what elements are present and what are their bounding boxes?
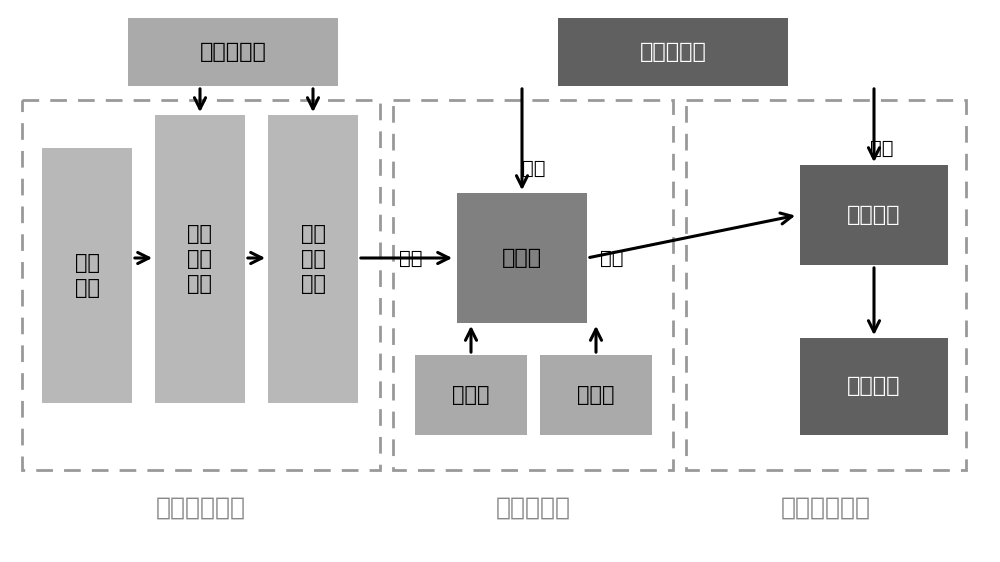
Text: 钻头注射: 钻头注射: [847, 377, 901, 397]
Text: 菌剂配置系统: 菌剂配置系统: [156, 496, 246, 520]
Text: 直推注射系统: 直推注射系统: [781, 496, 871, 520]
Text: 液压: 液压: [522, 158, 546, 178]
Text: 菌剂
溶解
稀释: 菌剂 溶解 稀释: [188, 224, 212, 294]
Text: 复合
菌桶: 复合 菌桶: [74, 253, 100, 298]
Text: 菌剂
暂存
容器: 菌剂 暂存 容器: [300, 224, 326, 294]
Bar: [42, 148, 132, 403]
Text: 注射泵: 注射泵: [502, 248, 542, 268]
Bar: [800, 338, 948, 435]
Text: 进口: 进口: [400, 248, 423, 268]
Text: 调压阀: 调压阀: [452, 385, 490, 405]
Bar: [393, 100, 673, 470]
Text: 菌剂搅拌机: 菌剂搅拌机: [200, 42, 266, 62]
Text: 出口: 出口: [600, 248, 624, 268]
Bar: [128, 18, 338, 86]
Text: 流量计: 流量计: [577, 385, 615, 405]
Text: 直推式钻机: 直推式钻机: [640, 42, 706, 62]
Text: 注射泵系统: 注射泵系统: [496, 496, 570, 520]
Bar: [268, 115, 358, 403]
Bar: [558, 18, 788, 86]
Bar: [800, 165, 948, 265]
Bar: [155, 115, 245, 403]
Bar: [686, 100, 966, 470]
Bar: [540, 355, 652, 435]
Text: 直推: 直推: [870, 138, 894, 157]
Bar: [457, 193, 587, 323]
Text: 注射钻具: 注射钻具: [847, 205, 901, 225]
Bar: [415, 355, 527, 435]
Bar: [22, 100, 380, 470]
